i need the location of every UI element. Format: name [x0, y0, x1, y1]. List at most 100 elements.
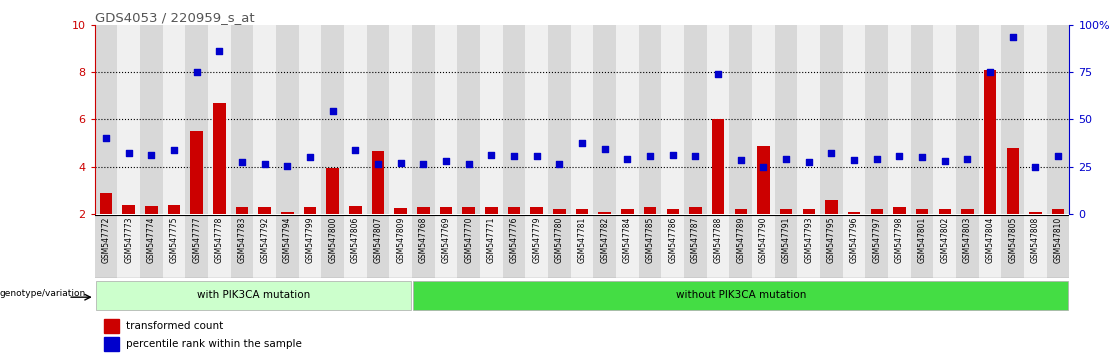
Bar	[911, 215, 934, 278]
Bar	[1052, 210, 1064, 214]
Text: GSM547776: GSM547776	[509, 217, 518, 263]
Text: GSM547797: GSM547797	[872, 217, 881, 263]
Text: GSM547789: GSM547789	[736, 217, 745, 263]
Point	[97, 136, 115, 141]
Bar	[979, 25, 1001, 214]
Text: GSM547806: GSM547806	[351, 217, 360, 263]
Point	[143, 152, 160, 158]
Bar	[276, 215, 299, 278]
Text: GSM547782: GSM547782	[600, 217, 609, 263]
Bar	[554, 210, 566, 214]
Bar	[1001, 25, 1024, 214]
Bar	[616, 215, 638, 278]
Bar	[690, 207, 702, 214]
Text: genotype/variation: genotype/variation	[0, 289, 86, 298]
Point	[211, 48, 228, 54]
Text: GSM547803: GSM547803	[962, 217, 971, 263]
Bar	[390, 25, 412, 214]
Bar	[570, 25, 594, 214]
Text: GSM547794: GSM547794	[283, 217, 292, 263]
Bar	[344, 25, 367, 214]
Bar	[594, 25, 616, 214]
Point	[868, 156, 886, 161]
Bar	[100, 193, 113, 214]
Bar	[802, 210, 815, 214]
Point	[460, 162, 478, 167]
Bar	[870, 210, 883, 214]
Bar	[185, 25, 208, 214]
Text: percentile rank within the sample: percentile rank within the sample	[126, 339, 302, 349]
Text: with PIK3CA mutation: with PIK3CA mutation	[197, 290, 310, 300]
Bar	[486, 207, 498, 214]
Bar	[530, 207, 543, 214]
Bar	[916, 210, 928, 214]
Point	[414, 162, 432, 167]
Point	[754, 164, 772, 170]
Text: GSM547780: GSM547780	[555, 217, 564, 263]
Text: GSM547799: GSM547799	[305, 217, 314, 263]
Text: GSM547791: GSM547791	[782, 217, 791, 263]
Bar	[984, 70, 996, 214]
Bar	[911, 25, 934, 214]
Bar	[458, 215, 480, 278]
Bar	[208, 215, 231, 278]
Point	[324, 108, 342, 114]
Point	[642, 153, 659, 159]
Text: GSM547774: GSM547774	[147, 217, 156, 263]
Bar	[752, 215, 774, 278]
Point	[550, 162, 568, 167]
Bar	[666, 210, 678, 214]
Bar	[462, 207, 475, 214]
Point	[936, 158, 954, 164]
Text: GSM547784: GSM547784	[623, 217, 632, 263]
Bar	[758, 145, 770, 214]
Bar	[299, 215, 321, 278]
Text: GSM547773: GSM547773	[124, 217, 134, 263]
Text: GSM547779: GSM547779	[532, 217, 541, 263]
Text: GSM547786: GSM547786	[668, 217, 677, 263]
Bar	[434, 215, 458, 278]
Bar	[344, 215, 367, 278]
Text: GSM547783: GSM547783	[237, 217, 246, 263]
Bar	[440, 207, 452, 214]
Point	[256, 162, 274, 167]
Text: GSM547800: GSM547800	[329, 217, 338, 263]
Bar	[684, 215, 706, 278]
Point	[505, 153, 522, 159]
Bar	[956, 25, 979, 214]
Bar	[798, 215, 820, 278]
Point	[437, 158, 455, 164]
Bar	[1024, 25, 1047, 214]
Point	[913, 154, 931, 160]
Point	[596, 146, 614, 152]
Bar	[417, 207, 430, 214]
Bar	[502, 215, 526, 278]
Text: GDS4053 / 220959_s_at: GDS4053 / 220959_s_at	[95, 11, 254, 24]
Point	[664, 152, 682, 158]
Text: GSM547802: GSM547802	[940, 217, 949, 263]
Point	[165, 147, 183, 153]
Bar	[979, 215, 1001, 278]
Bar	[961, 210, 974, 214]
Bar	[231, 215, 253, 278]
Bar	[598, 212, 610, 214]
Bar	[1047, 215, 1069, 278]
Bar	[956, 215, 979, 278]
Bar	[168, 205, 180, 214]
Bar	[140, 25, 163, 214]
Bar	[480, 25, 502, 214]
Point	[233, 159, 251, 165]
Bar	[774, 25, 798, 214]
Text: GSM547795: GSM547795	[827, 217, 836, 263]
Bar	[662, 215, 684, 278]
Bar	[888, 215, 911, 278]
Point	[1026, 164, 1044, 170]
Text: GSM547777: GSM547777	[193, 217, 202, 263]
Point	[482, 152, 500, 158]
Bar	[502, 25, 526, 214]
Text: GSM547810: GSM547810	[1054, 217, 1063, 263]
Bar	[526, 215, 548, 278]
Bar	[548, 25, 570, 214]
Point	[528, 153, 546, 159]
Text: GSM547771: GSM547771	[487, 217, 496, 263]
